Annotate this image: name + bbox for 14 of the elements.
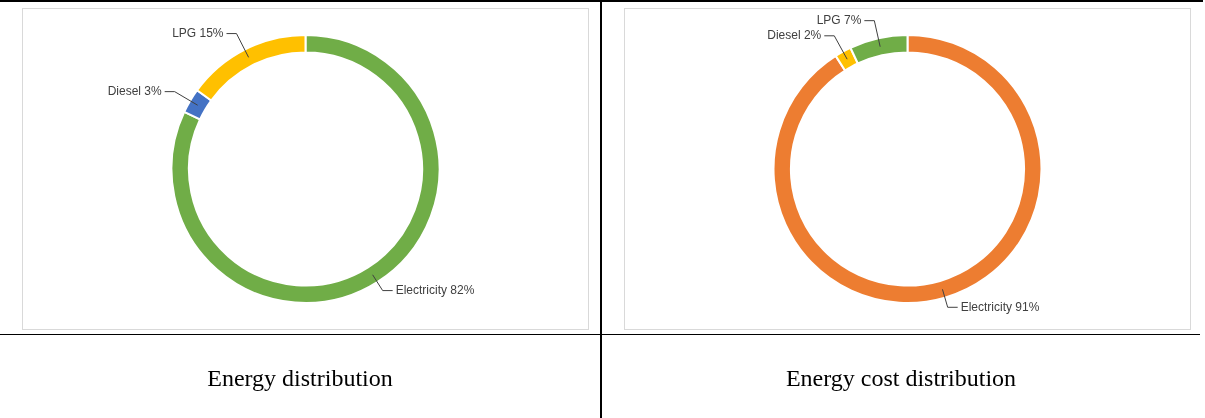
slice-label: Diesel: [767, 28, 801, 43]
data-label: 82%: [450, 282, 475, 297]
slice-label: Diesel: [107, 83, 141, 98]
slice-label: Electricity: [960, 299, 1013, 314]
text: Energy distribution: [0, 334, 600, 418]
slice-label: LPG: [816, 12, 841, 27]
data-label: 3%: [144, 83, 162, 98]
data-label: 7%: [844, 12, 862, 27]
slice-label: Electricity: [395, 282, 447, 297]
data-label: 91%: [1015, 299, 1040, 314]
text: Energy cost distribution: [602, 334, 1200, 418]
data-label: 2%: [803, 28, 822, 43]
data-label: 15%: [199, 25, 224, 40]
slice-label: LPG: [172, 25, 197, 40]
